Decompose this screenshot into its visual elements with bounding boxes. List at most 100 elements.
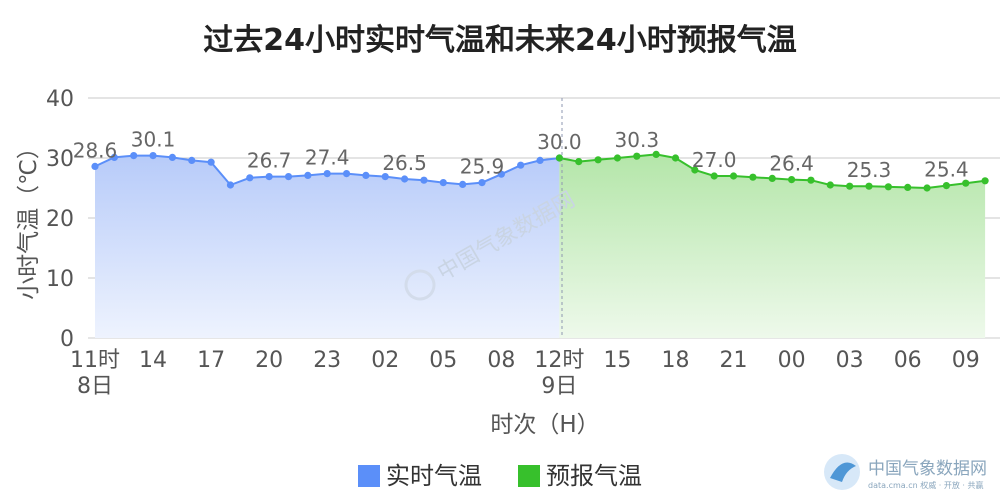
data-point: [729, 172, 738, 180]
data-point: [401, 175, 409, 183]
x-tick-label: 21: [720, 348, 748, 373]
data-point: [246, 174, 254, 182]
data-point: [304, 171, 312, 179]
x-tick-label: 03: [836, 348, 864, 373]
data-point: [130, 152, 138, 160]
x-tick-label: 00: [778, 348, 806, 373]
legend-swatch-forecast: [518, 465, 540, 487]
legend-label-forecast: 预报气温: [546, 462, 642, 490]
data-point: [768, 174, 776, 182]
data-point: [381, 173, 389, 181]
y-tick-label: 20: [46, 207, 74, 232]
data-point: [594, 156, 602, 164]
y-tick-label: 30: [46, 147, 74, 172]
data-point: [420, 176, 428, 184]
data-label: 27.0: [692, 148, 737, 172]
data-point: [710, 172, 718, 180]
x-tick-label: 20: [255, 348, 283, 373]
data-point: [188, 156, 196, 164]
data-point: [439, 179, 447, 187]
data-point: [749, 173, 757, 181]
data-point: [691, 166, 699, 174]
data-point: [265, 173, 273, 181]
series-area: [559, 154, 986, 338]
x-axis-label: 时次（H）: [490, 412, 599, 438]
data-point: [362, 171, 370, 179]
data-point: [517, 161, 525, 169]
legend-swatch-observed: [358, 465, 380, 487]
x-tick-label: 15: [603, 348, 631, 373]
data-label: 30.1: [131, 128, 176, 152]
x-tick-label: 23: [313, 348, 341, 373]
x-tick-label: 12时: [534, 348, 584, 373]
x-tick-sublabel: 8日: [77, 374, 113, 399]
data-label: 26.7: [247, 149, 292, 173]
data-label: 30.3: [615, 128, 660, 152]
series-areas: [95, 154, 986, 338]
data-point: [807, 176, 815, 184]
x-tick-sublabel: 9日: [541, 374, 577, 399]
data-point: [536, 156, 544, 164]
data-label: 28.6: [73, 138, 118, 162]
x-tick-label: 06: [894, 348, 922, 373]
data-point: [323, 170, 331, 178]
data-point: [342, 170, 351, 178]
data-point: [110, 153, 118, 161]
data-point: [826, 181, 834, 189]
y-axis-label: 小时气温（℃）: [16, 136, 42, 300]
data-label: 26.4: [769, 152, 814, 176]
x-tick-label: 11时: [70, 348, 120, 373]
data-point: [923, 184, 931, 192]
data-point: [865, 182, 873, 190]
x-tick-label: 08: [487, 348, 515, 373]
y-tick-label: 10: [46, 267, 74, 292]
watermark-logo-icon: [404, 269, 436, 301]
data-label: 27.4: [305, 146, 350, 170]
corner-logo-title: 中国气象数据网: [868, 459, 987, 479]
data-label: 25.3: [847, 158, 892, 182]
data-point: [207, 158, 215, 166]
data-point: [497, 170, 505, 178]
y-axis-ticks: 0 10 20 30 40: [46, 87, 74, 352]
data-label: 25.4: [924, 158, 969, 182]
data-point: [981, 177, 989, 185]
data-point: [671, 154, 680, 162]
legend-label-observed: 实时气温: [386, 462, 482, 490]
series-area: [95, 155, 560, 338]
data-point: [478, 179, 486, 187]
data-label: 30.0: [537, 130, 582, 154]
data-point: [788, 176, 796, 184]
data-label: 25.9: [460, 155, 505, 179]
x-tick-label: 17: [197, 348, 225, 373]
data-point: [652, 150, 660, 158]
data-point: [149, 152, 157, 160]
data-point: [613, 154, 622, 162]
data-point: [284, 173, 293, 181]
data-point: [884, 183, 892, 191]
y-tick-label: 0: [60, 327, 74, 352]
data-point: [555, 154, 564, 162]
cma-logo-swirl-icon: [830, 462, 856, 482]
data-point: [846, 182, 854, 190]
x-tick-label: 09: [952, 348, 980, 373]
x-tick-label: 05: [429, 348, 457, 373]
data-point: [942, 182, 951, 190]
value-labels: 28.6 30.1 26.7 27.4 26.5 25.9 30.0 30.3 27.0 26.4…: [73, 128, 969, 183]
data-point: [904, 183, 912, 191]
data-point: [962, 179, 970, 187]
x-tick-label: 02: [371, 348, 399, 373]
y-tick-label: 40: [46, 87, 74, 112]
data-point: [575, 158, 583, 166]
corner-logo: 中国气象数据网 data.cma.cn 权威 · 开放 · 共赢: [824, 454, 987, 490]
data-point: [226, 181, 235, 189]
data-point: [91, 162, 99, 170]
series-points: [91, 150, 989, 192]
corner-logo-subtitle: data.cma.cn 权威 · 开放 · 共赢: [868, 480, 983, 490]
x-tick-label: 18: [662, 348, 690, 373]
data-point: [168, 153, 176, 161]
data-point: [459, 180, 467, 188]
data-point: [633, 152, 641, 160]
data-label: 26.5: [382, 151, 427, 175]
